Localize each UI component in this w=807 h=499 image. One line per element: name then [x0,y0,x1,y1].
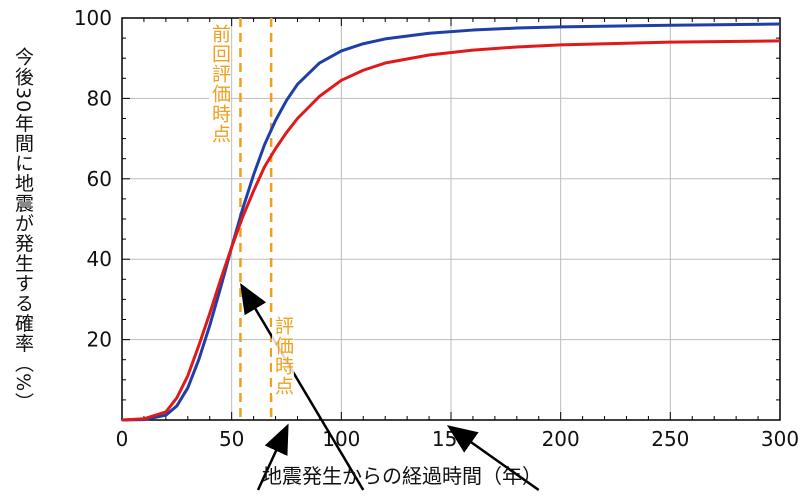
y-tick-label: 20 [87,328,112,352]
y-tick-label: 40 [87,247,112,271]
series-line-blue [121,22,781,422]
x-axis-label: 地震発生からの経過時間（年） [262,464,542,488]
y-tick-label: 60 [87,167,112,191]
series-line-red [121,39,781,422]
x-tick-label: 50 [219,427,244,451]
annotation-arrow [256,423,289,491]
annotation-arrow [446,425,540,492]
y-axis-label: 今後30年間に地震が発生する確率（%） [12,47,34,413]
vline-label-current: 評価時点 [272,316,294,396]
y-tick-label: 100 [74,6,112,30]
x-tick-label: 250 [651,427,689,451]
x-tick-label: 300 [761,427,799,451]
x-tick-label: 200 [542,427,580,451]
vline-label-previous: 前回評価時点 [209,24,231,144]
y-tick-label: 80 [87,86,112,110]
x-tick-label: 0 [116,427,129,451]
annotation-arrow [240,283,365,491]
